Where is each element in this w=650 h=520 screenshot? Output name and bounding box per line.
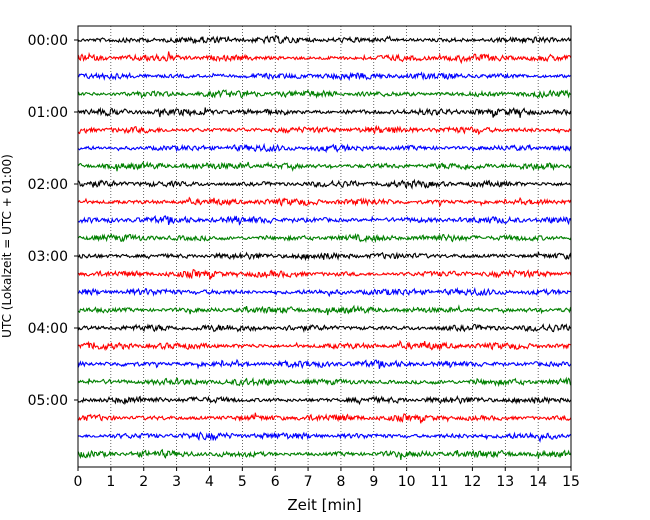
trace-line: [77, 431, 572, 443]
trace-line: [77, 35, 572, 45]
x-tick-label: 15: [562, 474, 580, 490]
x-tick-label: 10: [398, 474, 416, 490]
trace-line: [77, 251, 572, 262]
x-tick-label: 9: [369, 474, 378, 490]
y-axis-ticks: 00:00 01:00 02:00 03:00 04:00 05:00: [28, 33, 78, 409]
x-tick-label: 0: [74, 474, 83, 490]
trace-line: [77, 71, 572, 82]
trace-line: [77, 412, 572, 424]
x-tick-label: 12: [463, 474, 481, 490]
x-tick-label: 5: [238, 474, 247, 490]
trace-line: [77, 448, 572, 461]
x-tick-label: 6: [271, 474, 280, 490]
trace-line: [77, 339, 572, 352]
trace-line: [77, 268, 572, 280]
y-tick-label: 00:00: [28, 33, 68, 49]
trace-line: [77, 215, 572, 226]
x-tick-label: 4: [205, 474, 214, 490]
x-tick-label: 13: [496, 474, 514, 490]
y-axis-label: UTC (Lokalzeit = UTC + 01:00): [0, 154, 14, 338]
trace-line: [77, 304, 572, 316]
trace-line: [77, 89, 572, 99]
trace-line: [77, 323, 572, 334]
trace-line: [77, 106, 572, 118]
trace-line: [77, 178, 572, 190]
trace-line: [77, 232, 572, 244]
trace-line: [77, 394, 572, 406]
x-tick-label: 8: [336, 474, 345, 490]
x-tick-label: 7: [304, 474, 313, 490]
x-tick-label: 1: [106, 474, 115, 490]
trace-line: [77, 376, 572, 388]
trace-line: [77, 51, 572, 65]
trace-line: [77, 196, 572, 208]
y-tick-label: 05:00: [28, 393, 68, 409]
plot-area-frame: [77, 25, 572, 468]
trace-line: [77, 124, 572, 136]
x-axis-label: Zeit [min]: [287, 496, 361, 514]
trace-line: [77, 286, 572, 298]
y-tick-label: 03:00: [28, 249, 68, 265]
trace-line: [77, 160, 572, 172]
y-tick-label: 04:00: [28, 321, 68, 337]
x-tick-label: 3: [172, 474, 181, 490]
trace-line: [77, 142, 572, 154]
x-tick-label: 11: [431, 474, 449, 490]
trace-line: [77, 358, 572, 370]
x-tick-label: 2: [139, 474, 148, 490]
trace-series: [77, 35, 572, 461]
x-axis-ticks: 0 1 2 3 4 5 6 7 8 9 10 11 12 13 14 15: [74, 467, 580, 490]
y-tick-label: 02:00: [28, 177, 68, 193]
y-tick-label: 01:00: [28, 105, 68, 121]
x-tick-label: 14: [529, 474, 547, 490]
